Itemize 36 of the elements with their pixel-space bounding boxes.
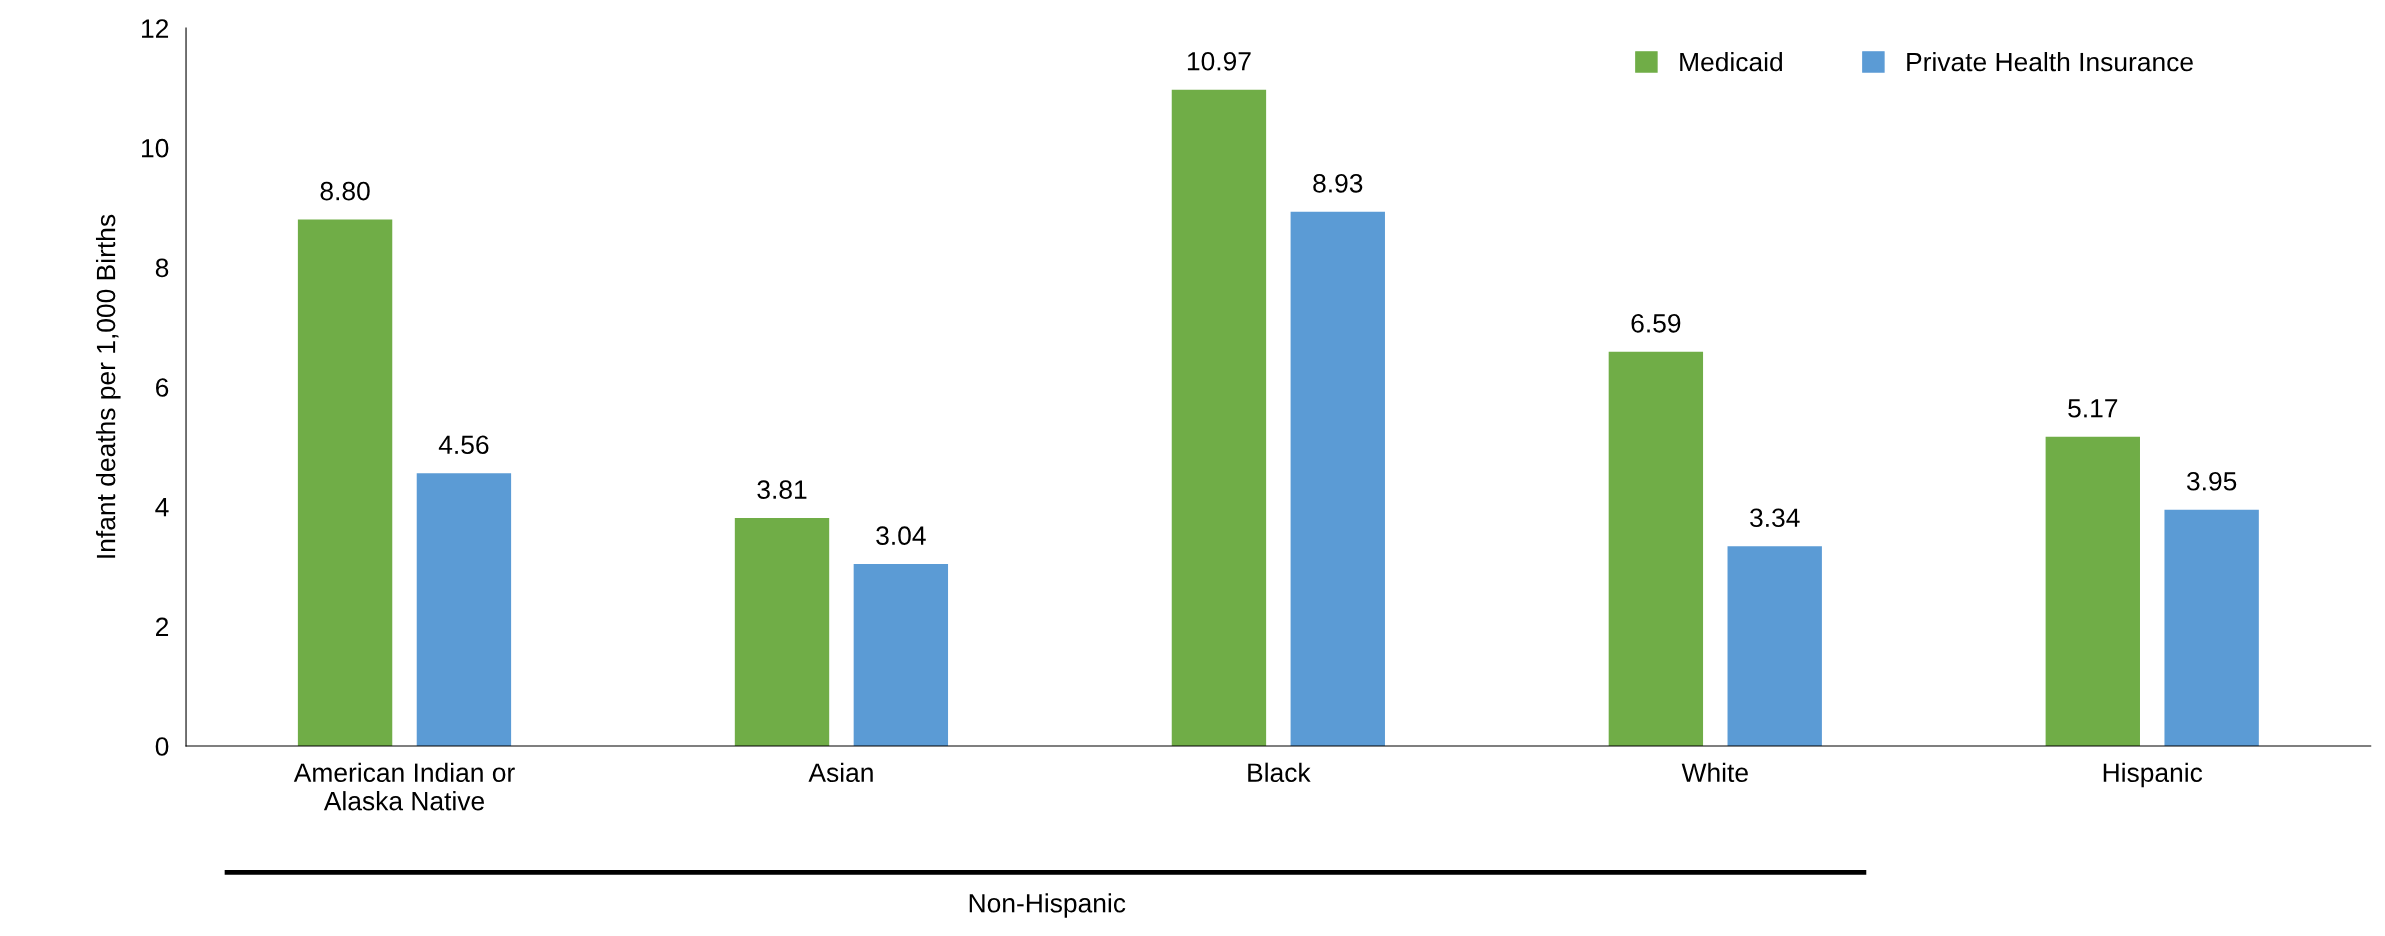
legend-label: Private Health Insurance	[1907, 51, 2193, 72]
legend-label: Medicaid	[1680, 51, 1782, 72]
bar	[2045, 436, 2140, 746]
bar	[1608, 351, 1704, 746]
data-label: 4.56	[438, 435, 489, 455]
x-tick-label: White	[1681, 762, 1748, 783]
data-label: 3.04	[876, 526, 926, 546]
bar	[853, 564, 949, 746]
data-label: 3.34	[1750, 508, 1800, 528]
bar	[1290, 211, 1385, 746]
bar	[2164, 509, 2259, 746]
y-tick-label: 8	[155, 258, 169, 278]
bar	[1727, 546, 1822, 746]
y-tick-label: 2	[156, 617, 169, 636]
x-tick-label: Hispanic	[2103, 762, 2203, 788]
y-tick-label: 10	[142, 138, 169, 158]
data-label: 10.97	[1187, 51, 1251, 71]
y-tick-label: 12	[142, 19, 169, 38]
x-tick-label: Asian	[808, 762, 873, 783]
x-tick-label: Black	[1248, 762, 1311, 783]
data-label: 3.95	[2186, 471, 2237, 491]
y-axis-title: Infant deaths per 1,000 Births	[95, 214, 121, 558]
y-tick-label: 0	[155, 737, 169, 756]
text: Non-Hispanic	[969, 893, 1126, 918]
data-label: 6.59	[1631, 313, 1681, 333]
bar	[297, 219, 393, 746]
data-label: 3.81	[757, 480, 807, 499]
bar	[416, 473, 512, 746]
data-label: 5.17	[2068, 399, 2118, 418]
bar	[1171, 89, 1267, 746]
y-tick-label: 4	[155, 498, 169, 517]
y-tick-label: 6	[156, 378, 169, 397]
data-label: 8.93	[1313, 173, 1363, 193]
bar	[734, 518, 830, 746]
x-tick-label: American Indian or Alaska Native	[293, 762, 515, 811]
data-label: 8.80	[320, 181, 370, 201]
